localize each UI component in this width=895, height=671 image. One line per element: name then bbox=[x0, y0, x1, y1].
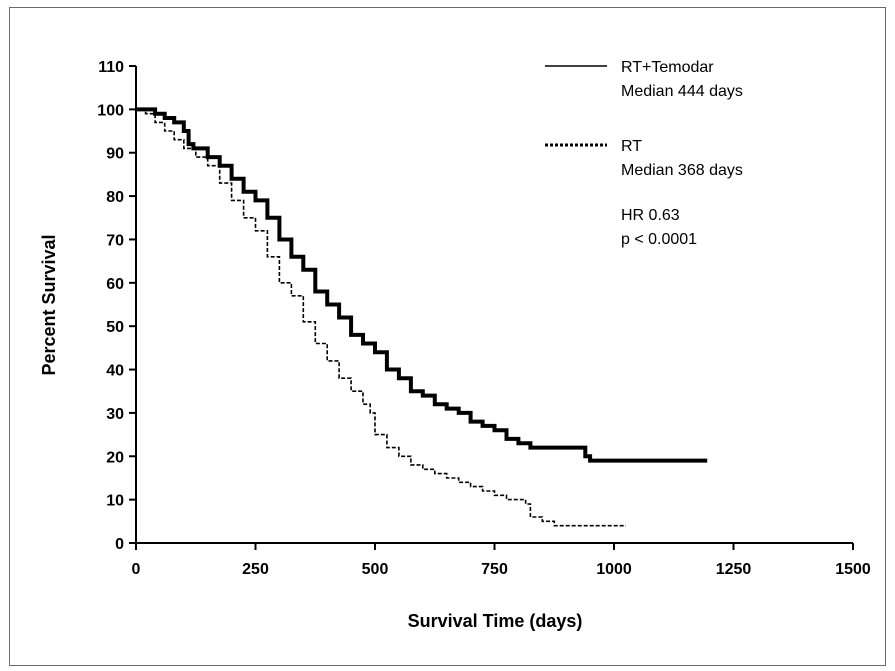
y-axis-title: Percent Survival bbox=[39, 234, 59, 375]
x-tick-label: 500 bbox=[362, 561, 389, 578]
x-tick-label: 1250 bbox=[716, 561, 752, 578]
y-tick-label: 40 bbox=[106, 363, 124, 380]
y-tick-label: 100 bbox=[97, 102, 124, 119]
legend: RT+Temodar Median 444 days RT Median 368… bbox=[545, 59, 743, 248]
y-tick-label: 90 bbox=[106, 146, 124, 163]
annotation-hazard-ratio: HR 0.63 bbox=[621, 207, 680, 224]
y-tick-label: 10 bbox=[106, 493, 124, 510]
legend-label-rt-temodar: RT+Temodar bbox=[621, 59, 714, 76]
y-tick-label: 60 bbox=[106, 276, 124, 293]
legend-median-rt: Median 368 days bbox=[621, 162, 743, 179]
legend-label-rt: RT bbox=[621, 138, 642, 155]
series-layer bbox=[136, 107, 708, 527]
x-tick-label: 250 bbox=[242, 561, 269, 578]
x-tick-label: 750 bbox=[481, 561, 508, 578]
y-tick-label: 0 bbox=[115, 536, 124, 553]
y-tick-label: 30 bbox=[106, 406, 124, 423]
x-tick-label: 1000 bbox=[596, 561, 632, 578]
y-tick-label: 70 bbox=[106, 232, 124, 249]
series-line-rt bbox=[136, 108, 626, 527]
x-axis-title: Survival Time (days) bbox=[408, 611, 583, 631]
y-tick-label: 20 bbox=[106, 449, 124, 466]
series-line-rt-temodar bbox=[136, 107, 708, 463]
y-tick-label: 110 bbox=[98, 59, 124, 76]
labels: Survival Time (days) Percent Survival bbox=[39, 234, 582, 631]
axes: 0 10 20 30 40 50 60 70 80 90 100 110 0 250 500 750 1000 1… bbox=[97, 59, 871, 578]
annotation-p-value: p < 0.0001 bbox=[621, 231, 697, 248]
y-tick-label: 80 bbox=[106, 189, 124, 206]
legend-median-rt-temodar: Median 444 days bbox=[621, 83, 743, 100]
x-tick-label: 1500 bbox=[835, 561, 871, 578]
y-tick-label: 50 bbox=[106, 319, 124, 336]
x-tick-label: 0 bbox=[132, 561, 141, 578]
